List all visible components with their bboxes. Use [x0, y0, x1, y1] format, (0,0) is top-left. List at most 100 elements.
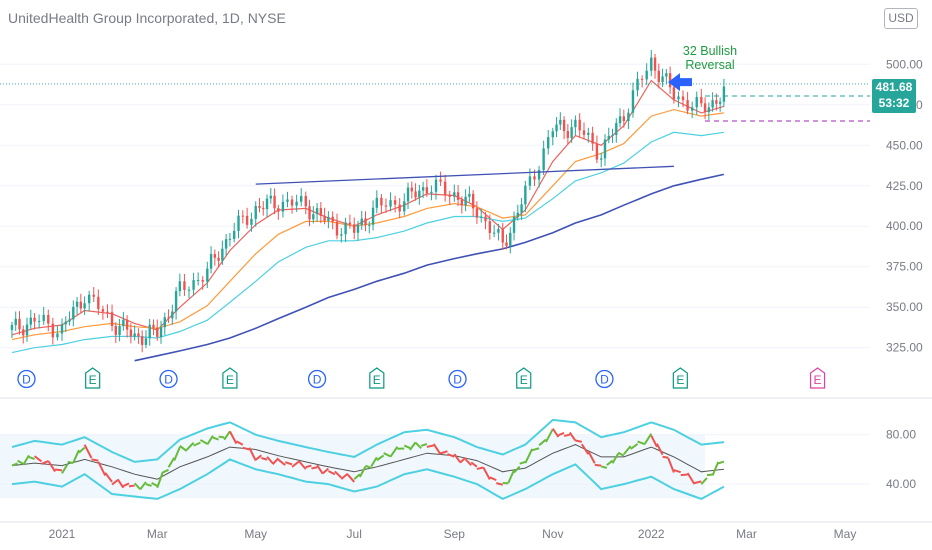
oscillator-segment — [650, 435, 658, 448]
oscillator-upper-band — [11, 418, 725, 463]
candle-body — [371, 207, 375, 225]
oscillator-segment — [563, 433, 570, 437]
oscillator-segment — [353, 473, 361, 480]
candle-body — [475, 208, 479, 218]
candle-body — [661, 76, 664, 83]
oscillator-segment — [111, 479, 119, 486]
candle-body — [484, 216, 487, 222]
oscillator-segment — [17, 459, 24, 465]
oscillator-pane — [0, 418, 725, 501]
oscillator-segment — [334, 470, 342, 479]
time-tick-label: 2021 — [49, 527, 76, 541]
oscillator-segment — [700, 477, 708, 485]
candle-body — [501, 228, 504, 243]
oscillator-segment — [72, 449, 80, 463]
oscillator-segment — [97, 461, 107, 477]
candle-body — [700, 97, 703, 104]
candle-body — [533, 176, 536, 180]
candle-body — [690, 107, 694, 111]
oscillator-segment — [519, 460, 526, 465]
dividend-marker — [448, 369, 467, 389]
oscillator-tick-label: 40.00 — [886, 477, 916, 491]
oscillator-tick-label: 80.00 — [886, 428, 916, 442]
candle-body — [129, 329, 133, 337]
oscillator-segment — [694, 480, 702, 485]
candle-body — [258, 206, 261, 208]
time-tick-label: 2022 — [638, 527, 665, 541]
candle-body — [627, 112, 630, 121]
oscillator-segment — [432, 443, 442, 456]
candle-body — [591, 132, 594, 144]
candle-body — [555, 124, 558, 132]
candle-body — [384, 205, 388, 207]
candle-body — [273, 195, 276, 209]
time-tick-label: May — [244, 527, 267, 541]
oscillator-segment — [185, 442, 195, 451]
oscillator-segment — [67, 461, 74, 464]
oscillator-segment — [389, 446, 399, 458]
candle-body — [393, 200, 397, 205]
candle-body — [657, 70, 661, 83]
oscillator-segment — [545, 428, 554, 443]
candle-body — [163, 317, 166, 328]
oscillator-segment — [61, 463, 69, 474]
oscillator-segment — [617, 451, 625, 457]
candle-body — [277, 208, 280, 212]
candle-body — [217, 257, 220, 261]
oscillator-segment — [212, 436, 219, 441]
candle-body — [551, 131, 554, 138]
candle-body — [353, 224, 356, 233]
oscillator-segment — [33, 455, 43, 463]
candle-body — [60, 324, 64, 334]
dividend-marker-label: D — [164, 373, 173, 387]
oscillator-segment — [91, 458, 99, 462]
candle-body — [471, 193, 475, 209]
oscillator-segment — [340, 472, 349, 480]
candle-body — [148, 324, 151, 339]
candle-body — [686, 100, 689, 111]
candle-body — [618, 116, 622, 124]
candle-body — [156, 327, 159, 337]
candle-body — [595, 143, 599, 160]
candle-body — [434, 179, 438, 192]
oscillator-segment — [551, 428, 560, 438]
candle-body — [312, 214, 315, 220]
oscillator-segment — [347, 473, 355, 483]
candle-body — [122, 319, 125, 327]
candle-body — [448, 195, 451, 197]
oscillator-segment — [242, 446, 250, 451]
candle-body — [97, 296, 100, 310]
candle-body — [406, 187, 410, 202]
oscillator-segment — [662, 455, 669, 459]
candle-body — [497, 228, 500, 233]
oscillator-segment — [656, 443, 664, 456]
oscillator-segment — [489, 476, 497, 482]
candle-body — [295, 201, 298, 206]
candle-body — [83, 303, 86, 309]
candle-body — [547, 137, 550, 149]
currency-button[interactable]: USD — [884, 8, 918, 29]
oscillator-segment — [453, 453, 461, 463]
candle-body — [480, 216, 483, 218]
oscillator-segment — [122, 482, 130, 487]
oscillator-segment — [482, 466, 491, 480]
oscillator-segment — [358, 466, 367, 478]
candle-body — [672, 87, 676, 100]
candle-body — [722, 86, 726, 102]
oscillator-segment — [116, 478, 125, 489]
oscillator-segment — [83, 444, 93, 459]
oscillator-segment — [594, 463, 602, 467]
oscillator-segment — [531, 447, 540, 452]
oscillator-segment — [447, 453, 455, 458]
candle-body — [677, 96, 680, 100]
candle-body — [653, 57, 657, 71]
oscillator-lower-band — [11, 458, 725, 501]
candle-body — [398, 204, 401, 212]
candle-body — [133, 333, 136, 337]
oscillator-segment — [156, 471, 164, 489]
oscillator-segment — [179, 445, 188, 452]
oscillator-segment — [322, 467, 330, 475]
oscillator-segment — [470, 461, 478, 468]
candle-body — [171, 311, 174, 319]
candle-body — [101, 309, 105, 312]
